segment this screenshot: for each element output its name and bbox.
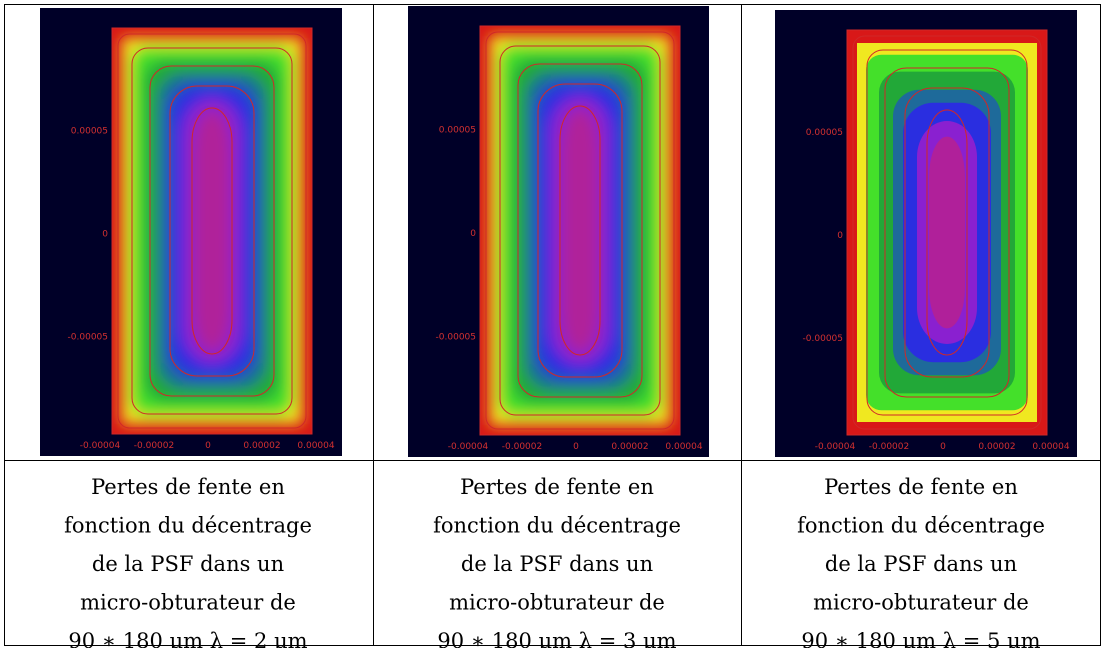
- caption-line: fonction du décentrage: [64, 514, 312, 538]
- heat-layer: [929, 136, 965, 329]
- contour: [131, 47, 293, 415]
- heat-layer: [562, 108, 598, 353]
- heatmap: [480, 26, 680, 435]
- y-tick-label: -0.00005: [436, 333, 476, 343]
- x-tick-label: 0.00004: [665, 442, 702, 452]
- x-tick-label: -0.00002: [134, 441, 174, 451]
- contour: [191, 107, 233, 355]
- y-tick-label: 0: [837, 231, 843, 241]
- caption-line: de la PSF dans un: [92, 552, 284, 576]
- caption-line: Pertes de fente en: [460, 475, 654, 499]
- x-tick-label: -0.00002: [869, 442, 909, 452]
- contour: [169, 85, 255, 377]
- x-tick-label: 0.00002: [611, 442, 648, 452]
- psf-image: 0.00005 0 -0.00005 -0.00004 -0.00002 0 0.00002…: [775, 10, 1077, 457]
- contour: [852, 35, 1042, 430]
- heatmap: [847, 30, 1047, 435]
- slit-frame: [846, 29, 1048, 436]
- psf-image: 0.00005 0 -0.00005 -0.00004 -0.00002 0 0.00002…: [40, 8, 342, 456]
- caption-line: de la PSF dans un: [461, 552, 653, 576]
- caption-line: micro-obturateur de: [449, 591, 665, 615]
- y-tick-label: -0.00005: [803, 334, 843, 344]
- table-borders: [4, 4, 1101, 646]
- y-tick-label: 0.00005: [806, 128, 843, 138]
- contour: [866, 49, 1028, 416]
- contour: [926, 109, 968, 356]
- caption-line: 90 ∗ 180 µm λ = 5 µm: [801, 629, 1040, 648]
- x-tick-label: -0.00004: [448, 442, 489, 452]
- x-tick-label: 0.00004: [1032, 442, 1069, 452]
- contour: [517, 63, 643, 398]
- psf-image: 0.00005 0 -0.00005 -0.00004 -0.00002 0 0.00002…: [408, 6, 709, 457]
- contour: [537, 83, 623, 378]
- caption-line: Pertes de fente en: [824, 475, 1018, 499]
- caption-line: micro-obturateur de: [813, 591, 1029, 615]
- caption-line: fonction du décentrage: [433, 514, 681, 538]
- heat-layers: [122, 38, 302, 424]
- x-tick-label: 0.00002: [243, 441, 280, 451]
- heat-layers: [857, 43, 1037, 422]
- contour: [485, 31, 675, 430]
- contour: [499, 45, 661, 416]
- y-tick-label: 0.00005: [71, 126, 108, 136]
- x-tick-label: -0.00004: [815, 442, 856, 452]
- x-tick-label: 0.00002: [978, 442, 1015, 452]
- x-tick-label: 0: [573, 442, 579, 452]
- slit-frame: [479, 25, 681, 436]
- caption-line: 90 ∗ 180 µm λ = 3 µm: [437, 629, 676, 648]
- caption-line: micro-obturateur de: [80, 591, 296, 615]
- heat-layer: [194, 110, 230, 352]
- caption-line: Pertes de fente en: [91, 475, 285, 499]
- caption-line: de la PSF dans un: [825, 552, 1017, 576]
- contour: [559, 105, 601, 356]
- contour: [117, 33, 307, 429]
- y-tick-label: -0.00005: [68, 333, 108, 343]
- caption-line: fonction du décentrage: [797, 514, 1045, 538]
- y-tick-label: 0: [470, 229, 476, 239]
- x-tick-label: -0.00002: [502, 442, 542, 452]
- heatmap: [112, 28, 312, 434]
- heat-layers: [490, 36, 670, 425]
- y-tick-label: 0.00005: [439, 125, 476, 135]
- contour: [884, 67, 1010, 398]
- contour: [149, 65, 275, 397]
- x-tick-label: 0: [205, 441, 211, 451]
- slit-frame: [111, 27, 313, 435]
- x-tick-label: -0.00004: [80, 441, 121, 451]
- x-tick-label: 0: [940, 442, 946, 452]
- contour: [904, 87, 990, 378]
- table-border: [4, 4, 1101, 646]
- x-tick-label: 0.00004: [297, 441, 334, 451]
- caption-line: 90 ∗ 180 µm λ = 2 µm: [68, 629, 307, 648]
- y-tick-label: 0: [102, 229, 108, 239]
